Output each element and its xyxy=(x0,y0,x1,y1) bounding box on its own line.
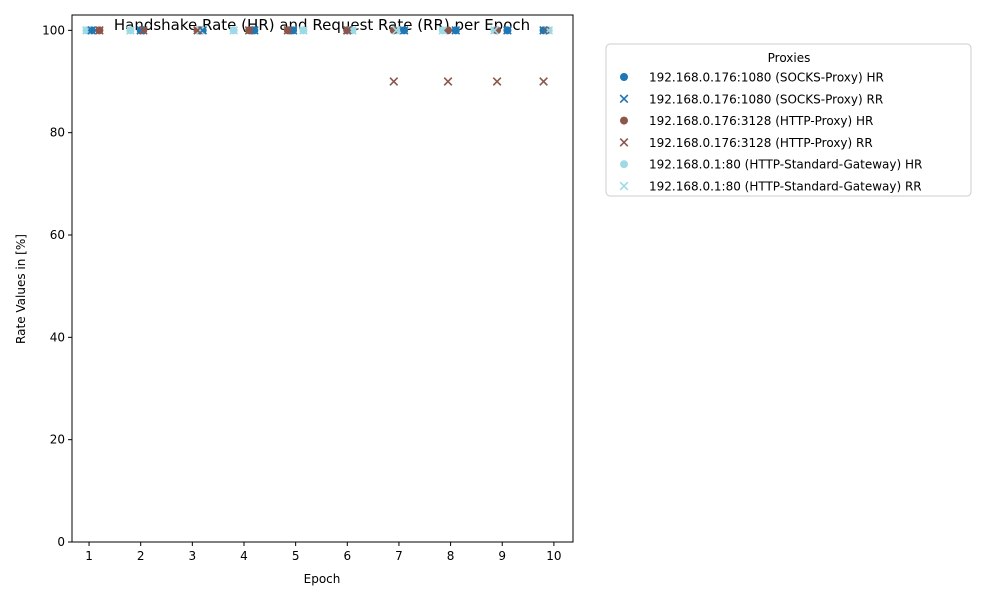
point-rr-series-5-stroke-b xyxy=(299,25,308,35)
point-rr-series-5 xyxy=(299,25,308,35)
legend-label-3: 192.168.0.176:3128 (HTTP-Proxy) RR xyxy=(649,136,873,150)
point-rr-series-5 xyxy=(438,25,448,35)
point-rr-series-3-stroke-b xyxy=(95,25,104,35)
x-tick-label: 2 xyxy=(137,549,145,563)
x-tick-label: 9 xyxy=(498,549,506,563)
point-rr-series-3-stroke-b xyxy=(138,25,148,35)
legend-marker-4 xyxy=(620,160,628,169)
point-rr-series-3-stroke-b xyxy=(342,25,352,35)
legend-marker-1 xyxy=(619,94,629,104)
point-rr-series-1-stroke-b xyxy=(136,25,146,35)
x-tick-label: 4 xyxy=(240,549,248,563)
x-tick-label: 10 xyxy=(546,549,561,563)
y-tick-label: 0 xyxy=(57,535,65,549)
legend-marker-2 xyxy=(620,116,628,125)
point-rr-series-3 xyxy=(539,77,548,86)
y-tick-label: 80 xyxy=(50,126,65,140)
y-tick-label: 40 xyxy=(50,330,65,344)
point-rr-series-3-stroke-b xyxy=(492,77,502,86)
x-tick-label: 1 xyxy=(85,549,93,563)
point-rr-series-5 xyxy=(125,25,135,35)
point-rr-series-1 xyxy=(399,25,409,35)
point-rr-series-5 xyxy=(229,25,239,35)
data-points xyxy=(82,25,554,86)
point-rr-series-3 xyxy=(492,77,502,86)
point-rr-series-5 xyxy=(391,25,401,35)
point-rr-series-1 xyxy=(451,25,461,35)
legend-marker-5-stroke-b xyxy=(619,181,629,191)
point-rr-series-5 xyxy=(195,25,205,35)
point-rr-series-1 xyxy=(136,25,146,35)
point-rr-series-5 xyxy=(490,25,499,35)
point-hr-series-2 xyxy=(444,26,453,35)
point-rr-series-1 xyxy=(503,25,512,35)
x-tick-label: 3 xyxy=(189,549,197,563)
point-rr-series-1-stroke-b xyxy=(87,25,96,35)
chart-title: Handshake Rate (HR) and Request Rate (RR… xyxy=(114,16,530,34)
legend-marker-1-stroke-b xyxy=(619,94,629,104)
point-rr-series-3 xyxy=(283,25,293,35)
legend-marker-3 xyxy=(619,138,629,147)
point-rr-series-5-stroke-b xyxy=(125,25,135,35)
x-tick-label: 7 xyxy=(395,549,403,563)
point-rr-series-3 xyxy=(443,77,453,86)
point-rr-series-5-stroke-b xyxy=(391,25,401,35)
y-axis: 0 20 40 60 80 100 xyxy=(42,23,72,549)
point-rr-series-3 xyxy=(193,25,202,35)
y-tick-label: 100 xyxy=(42,23,65,37)
point-rr-series-3 xyxy=(244,25,254,35)
point-rr-series-1-stroke-b xyxy=(503,25,512,35)
legend-label-1: 192.168.0.176:1080 (SOCKS-Proxy) RR xyxy=(649,92,883,106)
legend-label-5: 192.168.0.1:80 (HTTP-Standard-Gateway) R… xyxy=(649,180,922,194)
x-axis: 1 2 3 4 5 6 7 8 9 10 xyxy=(85,542,562,563)
legend-box xyxy=(605,43,972,197)
point-hr-series-2 xyxy=(493,26,502,35)
plot-frame xyxy=(71,14,574,543)
point-hr-series-2 xyxy=(542,26,551,35)
legend-marker-0 xyxy=(620,73,628,81)
point-hr-series-2 xyxy=(389,26,398,35)
y-tick-label: 20 xyxy=(50,433,65,447)
point-rr-series-1-stroke-b xyxy=(399,25,409,35)
legend-entries: 192.168.0.176:1080 (SOCKS-Proxy) HR 192.1… xyxy=(619,71,922,194)
point-rr-series-3 xyxy=(389,77,399,86)
point-rr-series-3 xyxy=(138,25,148,35)
legend-marker-5 xyxy=(619,181,629,191)
point-rr-series-1 xyxy=(87,25,96,35)
legend-label-2: 192.168.0.176:3128 (HTTP-Proxy) HR xyxy=(649,114,873,128)
point-rr-series-3-stroke-b xyxy=(443,77,453,86)
x-tick-label: 8 xyxy=(447,549,455,563)
point-rr-series-3-stroke-b xyxy=(244,25,254,35)
point-rr-series-1-stroke-b xyxy=(451,25,461,35)
point-rr-series-5-stroke-b xyxy=(438,25,448,35)
legend-title: Proxies xyxy=(768,51,811,65)
point-rr-series-3-stroke-b xyxy=(283,25,293,35)
legend-label-0: 192.168.0.176:1080 (SOCKS-Proxy) HR xyxy=(649,71,884,85)
point-rr-series-3 xyxy=(342,25,352,35)
legend-marker-3-stroke-b xyxy=(619,138,629,147)
point-rr-series-3-stroke-b xyxy=(539,77,548,86)
x-axis-label: Epoch xyxy=(304,572,341,586)
point-rr-series-3-stroke-b xyxy=(193,25,202,35)
y-axis-label: Rate Values in [%] xyxy=(14,234,28,344)
point-rr-series-3 xyxy=(95,25,104,35)
legend: Proxies 192.168.0.176:1080 (SOCKS-Proxy)… xyxy=(605,43,972,197)
point-rr-series-1-stroke-b xyxy=(539,25,548,35)
x-tick-label: 5 xyxy=(292,549,300,563)
point-rr-series-5-stroke-b xyxy=(229,25,239,35)
point-rr-series-5-stroke-b xyxy=(490,25,499,35)
point-rr-series-3-stroke-b xyxy=(389,77,399,86)
y-tick-label: 60 xyxy=(50,228,65,242)
legend-label-4: 192.168.0.1:80 (HTTP-Standard-Gateway) H… xyxy=(649,158,922,172)
point-rr-series-5-stroke-b xyxy=(195,25,205,35)
point-rr-series-1 xyxy=(539,25,548,35)
x-tick-label: 6 xyxy=(343,549,351,563)
